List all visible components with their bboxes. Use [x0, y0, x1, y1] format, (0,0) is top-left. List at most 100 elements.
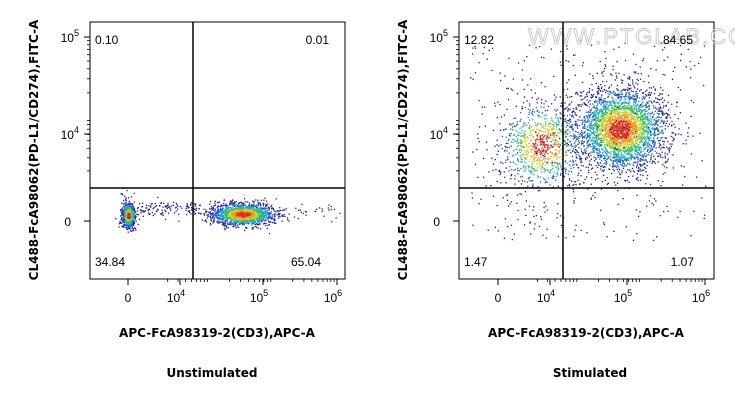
data-point	[237, 208, 239, 210]
data-point	[627, 87, 629, 89]
data-point	[204, 220, 207, 222]
data-point	[642, 132, 644, 135]
data-point	[636, 95, 638, 97]
data-point	[127, 223, 130, 225]
data-point	[214, 213, 216, 215]
data-point	[630, 136, 632, 139]
data-point	[209, 200, 212, 203]
data-point	[170, 209, 172, 212]
data-point	[246, 201, 249, 203]
data-point	[134, 215, 136, 217]
data-point	[596, 108, 598, 110]
data-point	[602, 100, 604, 102]
data-point	[232, 211, 234, 213]
data-point	[129, 214, 131, 216]
data-point	[251, 206, 253, 209]
data-point	[618, 171, 620, 173]
data-point	[610, 104, 612, 106]
data-point	[620, 128, 623, 130]
data-point	[128, 217, 131, 219]
data-point	[625, 146, 627, 148]
data-point	[636, 131, 638, 133]
data-point	[616, 137, 618, 140]
data-point	[616, 145, 618, 147]
data-point	[250, 214, 252, 216]
data-point	[228, 215, 231, 217]
data-point	[118, 226, 120, 228]
data-point	[137, 213, 139, 216]
data-point	[590, 134, 592, 136]
data-point	[616, 117, 619, 120]
data-point	[644, 117, 646, 119]
data-point	[632, 83, 634, 85]
data-point	[249, 220, 251, 222]
data-point	[619, 149, 622, 151]
data-point	[641, 109, 643, 112]
data-point	[593, 111, 596, 113]
data-point	[268, 212, 270, 214]
data-point	[621, 120, 624, 122]
data-point	[662, 89, 664, 91]
data-point	[248, 208, 250, 210]
data-point	[646, 134, 648, 136]
data-point	[620, 96, 622, 98]
data-point	[224, 222, 227, 224]
data-point	[661, 146, 663, 149]
data-point	[629, 139, 631, 141]
data-point	[625, 134, 627, 136]
data-point	[209, 208, 211, 210]
data-point	[251, 205, 253, 207]
data-point	[643, 148, 645, 151]
data-point	[658, 107, 660, 109]
data-point	[148, 208, 150, 210]
data-point	[613, 105, 616, 108]
data-point	[245, 221, 247, 223]
data-point	[129, 221, 131, 223]
data-point	[565, 131, 567, 133]
data-point	[151, 203, 153, 205]
data-point	[591, 112, 594, 114]
data-point	[129, 213, 132, 216]
data-point	[251, 211, 253, 213]
data-point	[602, 137, 604, 140]
data-point	[619, 115, 621, 117]
data-point	[589, 138, 591, 140]
data-point	[632, 162, 635, 164]
data-point	[615, 148, 617, 150]
data-point	[605, 124, 607, 126]
data-point	[608, 87, 610, 89]
data-point	[662, 111, 664, 113]
data-point	[204, 220, 206, 222]
data-point	[241, 222, 243, 224]
data-point	[302, 212, 304, 215]
data-point	[279, 207, 281, 209]
data-point	[131, 214, 133, 216]
data-point	[133, 210, 135, 212]
data-point	[188, 210, 191, 212]
data-point	[649, 133, 651, 135]
data-point	[258, 220, 260, 222]
data-point	[276, 214, 278, 216]
data-point	[622, 79, 624, 82]
data-point	[621, 150, 623, 152]
x-minor-ticks	[167, 279, 335, 282]
data-point	[214, 204, 217, 206]
data-point	[652, 160, 654, 162]
data-point	[664, 128, 666, 130]
data-point	[244, 217, 246, 219]
data-point	[240, 216, 242, 219]
data-point	[232, 199, 234, 201]
data-point	[618, 107, 621, 110]
data-point	[635, 148, 637, 151]
data-point	[641, 119, 644, 121]
data-point	[626, 135, 628, 137]
data-point	[267, 217, 269, 219]
data-point	[608, 151, 610, 153]
data-point	[643, 104, 645, 107]
data-point	[596, 120, 598, 122]
data-point	[618, 140, 620, 142]
data-point	[245, 217, 248, 219]
data-point	[631, 138, 633, 140]
data-point	[124, 216, 126, 218]
data-point	[128, 216, 130, 218]
